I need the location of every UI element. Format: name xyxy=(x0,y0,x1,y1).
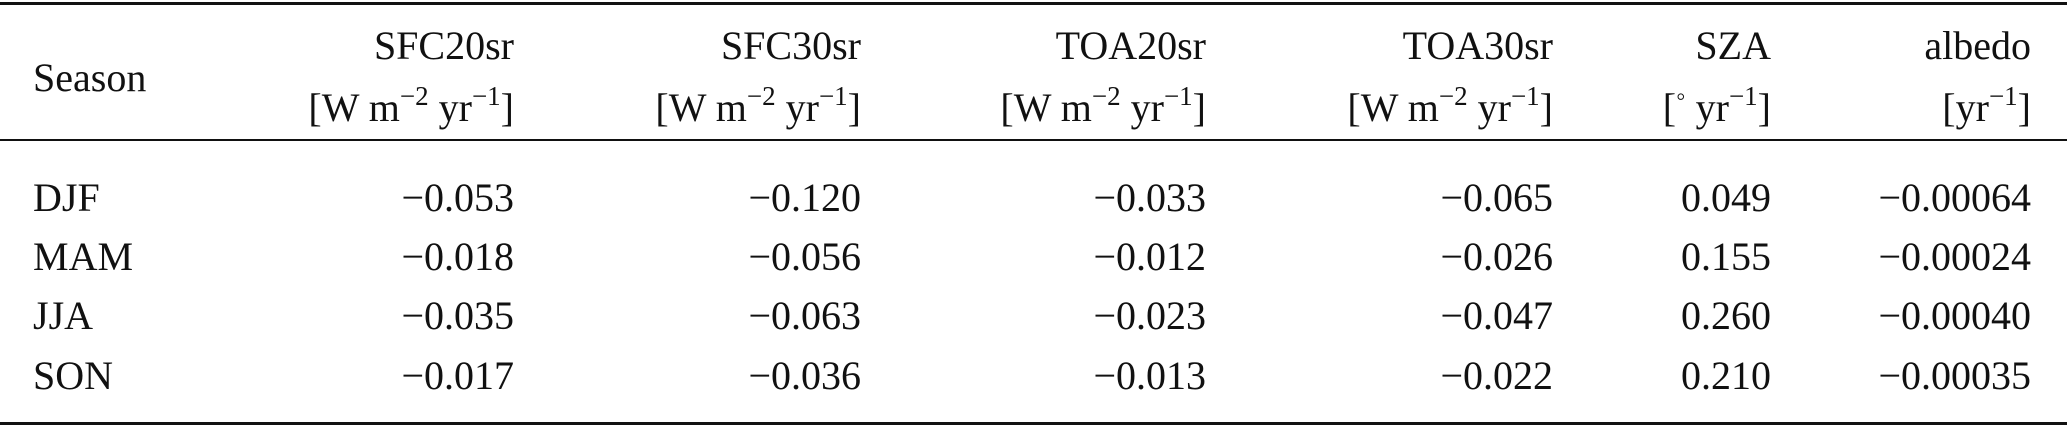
value-cell: 0.049 xyxy=(1681,175,1771,220)
value-cell: −0.065 xyxy=(1440,175,1553,220)
unit-superscript: −1 xyxy=(1988,81,2018,111)
unit-text: ] xyxy=(1757,85,1771,130)
bottom-rule xyxy=(0,422,2067,425)
value-cell: −0.00024 xyxy=(1878,234,2031,279)
unit-text: ] xyxy=(847,85,861,130)
value-cell: −0.023 xyxy=(1093,293,1206,338)
unit-text: [yr xyxy=(1942,85,1989,130)
value-cell: −0.035 xyxy=(401,293,514,338)
unit-text: [W m xyxy=(1347,85,1439,130)
value-cell: 0.210 xyxy=(1681,353,1771,398)
top-rule xyxy=(0,2,2067,5)
value-cell: −0.00064 xyxy=(1878,175,2031,220)
season-cell: DJF xyxy=(33,175,100,220)
header-cell: SFC30sr xyxy=(720,23,861,68)
unit-superscript: −1 xyxy=(1163,81,1193,111)
unit-superscript: −1 xyxy=(1728,81,1758,111)
header-cell: albedo xyxy=(1924,23,2031,68)
header-cell: SFC20sr xyxy=(373,23,514,68)
header-unit: [W m−2 yr−1] xyxy=(308,81,514,136)
unit-text: [W m xyxy=(1000,85,1092,130)
unit-text: yr xyxy=(1120,85,1164,130)
unit-text: [ xyxy=(1662,85,1677,130)
unit-text: [W m xyxy=(308,85,400,130)
value-cell: −0.012 xyxy=(1093,234,1206,279)
value-cell: −0.022 xyxy=(1440,353,1553,398)
unit-text: ] xyxy=(500,85,514,130)
unit-text: yr xyxy=(1467,85,1511,130)
unit-superscript: ◦ xyxy=(1676,81,1686,111)
header-unit: [W m−2 yr−1] xyxy=(1347,81,1553,136)
value-cell: 0.155 xyxy=(1681,234,1771,279)
value-cell: −0.018 xyxy=(401,234,514,279)
value-cell: 0.260 xyxy=(1681,293,1771,338)
mid-rule xyxy=(0,139,2067,141)
value-cell: −0.017 xyxy=(401,353,514,398)
unit-superscript: −2 xyxy=(1091,81,1121,111)
unit-text: ] xyxy=(2017,85,2031,130)
value-cell: −0.033 xyxy=(1093,175,1206,220)
unit-text: yr xyxy=(775,85,819,130)
value-cell: −0.036 xyxy=(748,353,861,398)
header-cell: TOA30sr xyxy=(1402,23,1553,68)
unit-text: yr xyxy=(1685,85,1729,130)
unit-superscript: −1 xyxy=(471,81,501,111)
header-unit: [W m−2 yr−1] xyxy=(655,81,861,136)
header-cell: SZA xyxy=(1695,23,1771,68)
value-cell: −0.053 xyxy=(401,175,514,220)
value-cell: −0.047 xyxy=(1440,293,1553,338)
unit-text: ] xyxy=(1539,85,1553,130)
unit-text: yr xyxy=(428,85,472,130)
season-cell: JJA xyxy=(33,293,94,338)
unit-superscript: −1 xyxy=(1510,81,1540,111)
unit-superscript: −2 xyxy=(1438,81,1468,111)
unit-text: ] xyxy=(1192,85,1206,130)
value-cell: −0.00040 xyxy=(1878,293,2031,338)
header-unit: [W m−2 yr−1] xyxy=(1000,81,1206,136)
value-cell: −0.063 xyxy=(748,293,861,338)
season-cell: MAM xyxy=(33,234,134,279)
season-cell: SON xyxy=(33,353,114,398)
unit-text: [W m xyxy=(655,85,747,130)
header-unit: [yr−1] xyxy=(1942,81,2031,136)
unit-superscript: −2 xyxy=(746,81,776,111)
header-unit: [◦ yr−1] xyxy=(1662,81,1771,136)
header-cell: TOA20sr xyxy=(1055,23,1206,68)
unit-superscript: −2 xyxy=(399,81,429,111)
unit-superscript: −1 xyxy=(818,81,848,111)
value-cell: −0.013 xyxy=(1093,353,1206,398)
value-cell: −0.056 xyxy=(748,234,861,279)
value-cell: −0.00035 xyxy=(1878,353,2031,398)
value-cell: −0.120 xyxy=(748,175,861,220)
value-cell: −0.026 xyxy=(1440,234,1553,279)
header-cell: Season xyxy=(33,55,147,100)
